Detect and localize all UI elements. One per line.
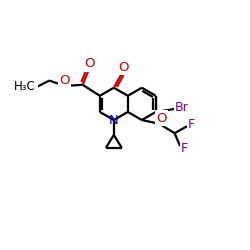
Text: Br: Br <box>175 101 189 114</box>
Text: F: F <box>181 142 188 155</box>
Text: O: O <box>118 61 129 74</box>
Text: F: F <box>188 118 195 131</box>
Text: O: O <box>156 112 167 125</box>
Text: O: O <box>59 74 70 87</box>
Text: O: O <box>84 58 95 70</box>
Text: N: N <box>109 114 119 127</box>
Text: H₃C: H₃C <box>14 80 36 93</box>
